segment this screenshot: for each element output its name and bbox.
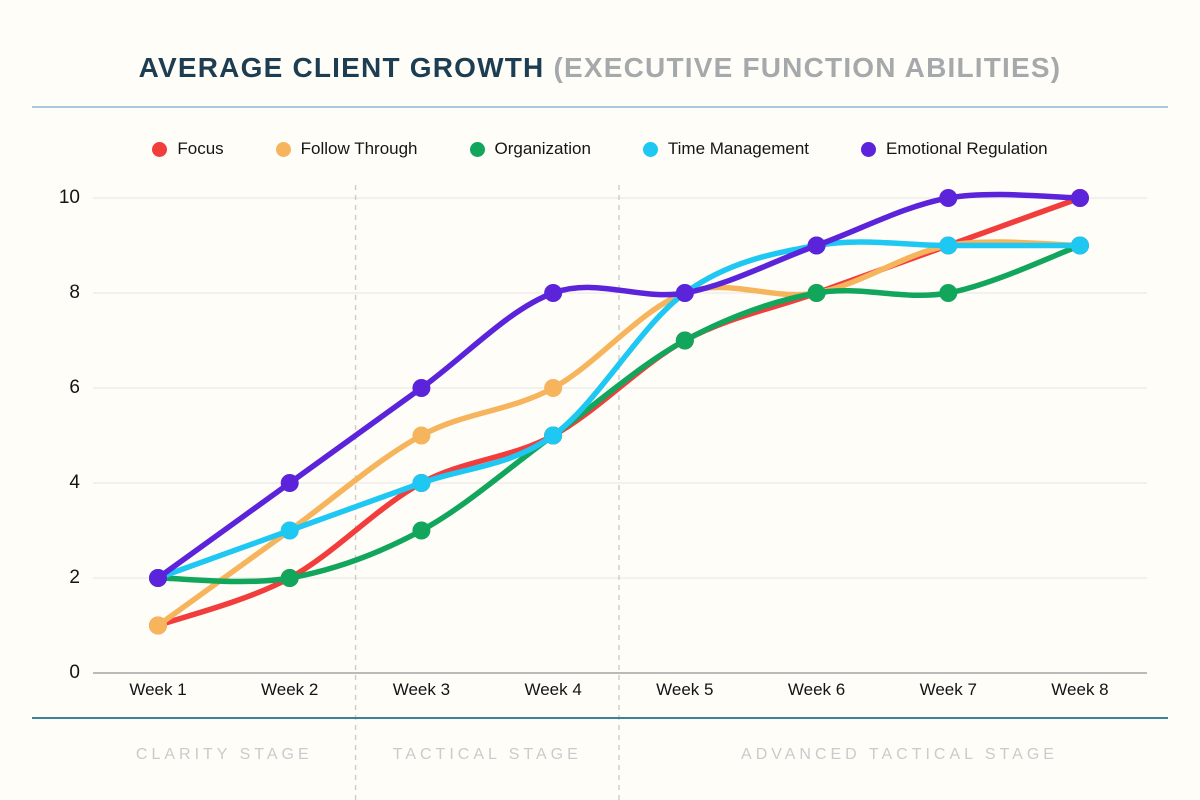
legend-item-time-management: Time Management (642, 139, 810, 159)
x-tick-label: Week 4 (524, 680, 582, 699)
legend-dot-icon (469, 141, 485, 157)
legend-dot-icon (861, 141, 877, 157)
x-tick-label: Week 5 (656, 680, 714, 699)
data-point-time-management (544, 426, 563, 445)
y-tick-label: 6 (69, 377, 80, 398)
chart-legend: Focus Follow Through Organization Time M… (60, 139, 1140, 159)
x-tick-label: Week 3 (392, 680, 451, 699)
series-line-time-management (155, 239, 1083, 581)
legend-item-emotional-regulation: Emotional Regulation (861, 139, 1048, 159)
data-point-follow-through (149, 616, 167, 635)
x-tick-label: Week 7 (919, 680, 977, 699)
y-tick-label: 2 (69, 567, 80, 588)
data-point-organization (807, 284, 826, 302)
chart-title-subtitle: (EXECUTIVE FUNCTION ABILITIES) (553, 52, 1062, 83)
series-line-emotional-regulation (155, 191, 1083, 581)
x-tick-label: Week 1 (129, 680, 187, 699)
data-point-emotional-regulation (807, 236, 826, 255)
legend-label: Follow Through (300, 139, 418, 158)
x-tick-label: Week 6 (787, 680, 846, 699)
stage-label-advanced-tactical: ADVANCED TACTICAL STAGE (741, 746, 1058, 763)
y-tick-label: 8 (69, 282, 80, 303)
data-point-time-management (939, 236, 958, 255)
data-point-time-management (280, 521, 299, 540)
chart-title: AVERAGE CLIENT GROWTH (EXECUTIVE FUNCTIO… (0, 52, 1200, 84)
legend-dot-icon (275, 141, 291, 157)
bottom-divider (32, 717, 1168, 719)
top-divider (32, 106, 1168, 108)
legend-dot-icon (642, 141, 658, 157)
legend-label: Time Management (667, 139, 810, 158)
data-point-organization (675, 331, 694, 350)
stage-label-tactical: TACTICAL STAGE (392, 746, 582, 763)
data-point-emotional-regulation (544, 284, 563, 302)
data-point-emotional-regulation (1070, 189, 1089, 207)
stage-label-clarity: CLARITY STAGE (135, 746, 313, 763)
legend-label: Emotional Regulation (886, 139, 1048, 158)
data-point-emotional-regulation (939, 189, 958, 207)
data-point-time-management (412, 474, 431, 492)
legend-item-focus: Focus (152, 139, 224, 159)
x-tick-label: Week 2 (261, 680, 319, 699)
legend-dot-icon (152, 141, 168, 157)
series-line-follow-through (155, 239, 1083, 629)
data-point-emotional-regulation (412, 379, 431, 397)
data-point-emotional-regulation (149, 569, 167, 587)
y-tick-label: 0 (69, 662, 80, 683)
data-point-follow-through (412, 426, 431, 445)
data-point-organization (939, 284, 958, 302)
y-tick-label: 10 (58, 187, 80, 208)
legend-item-organization: Organization (469, 139, 591, 159)
series-line-organization (155, 242, 1083, 585)
data-point-emotional-regulation (675, 284, 694, 302)
x-tick-label: Week 8 (1051, 680, 1109, 699)
series-line-focus (155, 195, 1083, 629)
y-tick-label: 4 (69, 472, 80, 493)
chart-title-main: AVERAGE CLIENT GROWTH (138, 52, 545, 83)
data-point-emotional-regulation (280, 474, 299, 492)
data-point-organization (280, 569, 299, 587)
data-point-time-management (1070, 236, 1089, 255)
legend-item-follow-through: Follow Through (275, 139, 418, 159)
data-point-organization (412, 521, 431, 540)
data-point-follow-through (544, 379, 563, 397)
legend-label: Organization (494, 139, 591, 158)
legend-label: Focus (177, 139, 224, 158)
